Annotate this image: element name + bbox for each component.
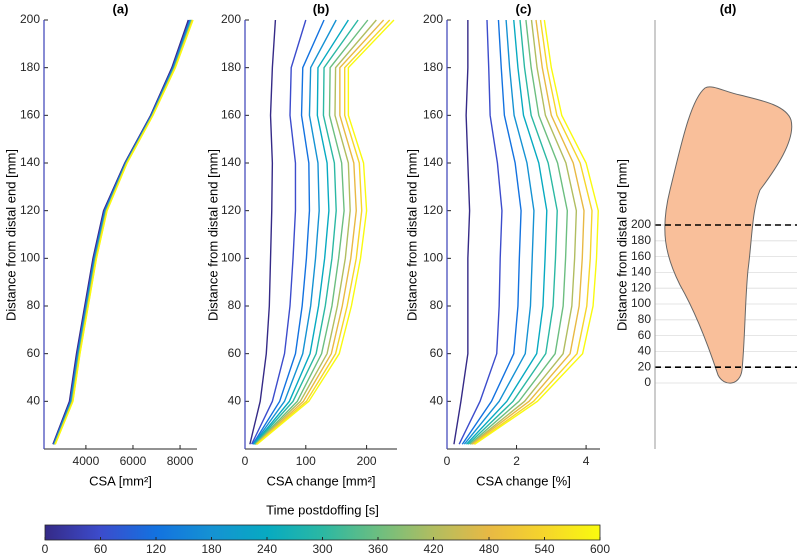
y-tick-label: 160	[221, 108, 241, 122]
series-line	[256, 19, 385, 445]
y-axis-label: Distance from distal end [mm]	[404, 149, 419, 321]
y-tick-label: 160	[423, 108, 443, 122]
colorbar-tick-label: 480	[479, 542, 499, 556]
colorbar-tick-label: 60	[94, 542, 108, 556]
colorbar-tick-label: 300	[312, 542, 332, 556]
colorbar-tick-label: 240	[257, 542, 277, 556]
x-tick-label: 4000	[73, 454, 100, 468]
colorbar-tick-label: 540	[534, 542, 554, 556]
y-tick-label: 140	[631, 265, 651, 279]
series-line	[256, 19, 391, 445]
y-tick-label: 140	[423, 155, 443, 169]
series-line	[252, 19, 325, 445]
series-line	[470, 19, 578, 445]
x-tick-label: 0	[242, 454, 249, 468]
y-tick-label: 60	[228, 346, 242, 360]
series-line	[469, 19, 569, 445]
colorbar-tick-label: 180	[201, 542, 221, 556]
y-tick-label: 160	[631, 249, 651, 263]
x-axis-label: CSA [mm²]	[89, 473, 152, 488]
panel-title: (d)	[720, 1, 737, 16]
colorbar-label: Time postdoffing [s]	[266, 502, 379, 517]
series-line	[471, 19, 585, 445]
y-tick-label: 100	[423, 251, 443, 265]
x-axis-label: CSA change [mm²]	[266, 473, 375, 488]
y-tick-label: 60	[638, 328, 652, 342]
x-tick-label: 100	[296, 454, 316, 468]
y-tick-label: 160	[20, 108, 40, 122]
colorbar-tick-label: 360	[368, 542, 388, 556]
series-line	[255, 19, 377, 445]
panel-title: (c)	[516, 1, 532, 16]
x-tick-label: 8000	[167, 454, 194, 468]
series-line	[467, 19, 558, 445]
series-line	[453, 20, 471, 445]
x-tick-label: 200	[357, 454, 377, 468]
y-tick-label: 40	[27, 394, 41, 408]
y-tick-label: 0	[644, 375, 651, 389]
series-line	[256, 19, 395, 445]
series-line	[251, 19, 307, 445]
y-tick-label: 180	[20, 60, 40, 74]
y-tick-label: 140	[221, 155, 241, 169]
x-axis-label: CSA change [%]	[476, 473, 571, 488]
y-tick-label: 120	[631, 280, 651, 294]
y-tick-label: 200	[423, 12, 443, 26]
series-line	[458, 19, 503, 445]
series-line	[54, 19, 194, 445]
y-tick-label: 60	[430, 346, 444, 360]
x-tick-label: 6000	[120, 454, 147, 468]
y-tick-label: 180	[631, 233, 651, 247]
panel-title: (b)	[313, 1, 330, 16]
colorbar-tick-label: 420	[423, 542, 443, 556]
y-tick-label: 180	[423, 60, 443, 74]
y-tick-label: 40	[638, 344, 652, 358]
series-line	[253, 19, 349, 445]
series-line	[474, 19, 599, 445]
series-line	[254, 19, 359, 445]
series-line	[463, 19, 535, 445]
colorbar-tick-label: 600	[590, 542, 610, 556]
y-tick-label: 80	[228, 298, 242, 312]
y-tick-label: 200	[221, 12, 241, 26]
colorbar-tick-label: 0	[42, 542, 49, 556]
series-line	[473, 19, 593, 445]
y-axis-label: Distance from distal end [mm]	[205, 149, 220, 321]
series-line	[252, 19, 337, 445]
y-tick-label: 180	[221, 60, 241, 74]
y-tick-label: 120	[423, 203, 443, 217]
series-line	[249, 19, 277, 445]
y-tick-label: 80	[638, 312, 652, 326]
y-tick-label: 200	[20, 12, 40, 26]
panel-title: (a)	[113, 1, 129, 16]
y-tick-label: 100	[631, 296, 651, 310]
y-tick-label: 20	[638, 359, 652, 373]
y-tick-label: 200	[631, 217, 651, 231]
y-tick-label: 40	[228, 394, 242, 408]
y-tick-label: 60	[27, 346, 41, 360]
x-tick-label: 4	[583, 454, 590, 468]
series-line	[461, 19, 522, 445]
series-line	[465, 19, 548, 445]
y-axis-label: Distance from distal end [mm]	[3, 149, 18, 321]
y-tick-label: 80	[27, 298, 41, 312]
series-line	[254, 19, 369, 445]
y-tick-label: 140	[20, 155, 40, 169]
y-tick-label: 120	[221, 203, 241, 217]
limb-shape	[664, 86, 793, 384]
x-tick-label: 0	[444, 454, 451, 468]
y-tick-label: 120	[20, 203, 40, 217]
y-axis-label: Distance from distal end [mm]	[614, 159, 629, 331]
x-tick-label: 2	[513, 454, 520, 468]
y-tick-label: 100	[20, 251, 40, 265]
y-tick-label: 100	[221, 251, 241, 265]
y-tick-label: 80	[430, 298, 444, 312]
colorbar-tick-label: 120	[146, 542, 166, 556]
y-tick-label: 40	[430, 394, 444, 408]
